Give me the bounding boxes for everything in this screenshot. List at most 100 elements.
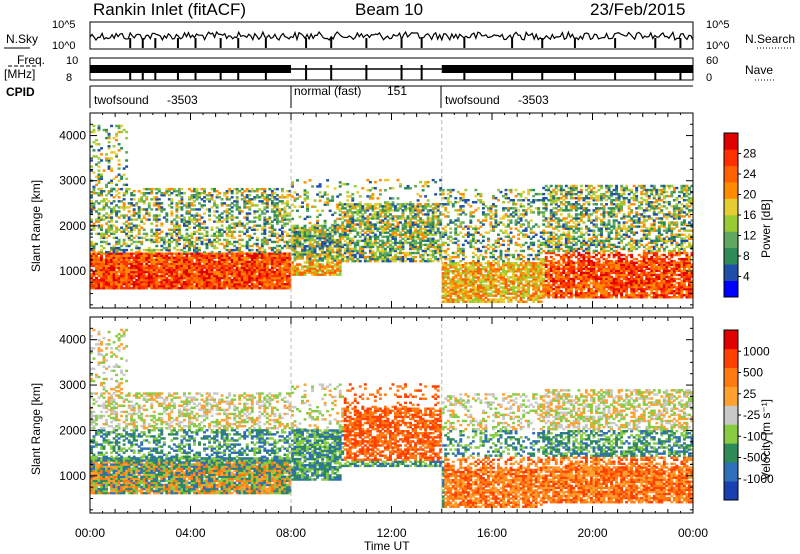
data-cell [155,208,159,211]
data-cell [306,265,309,268]
data-cell [296,240,299,244]
data-cell [441,272,445,275]
data-cell [115,220,119,223]
data-cell [481,235,485,238]
data-cell [451,261,455,265]
data-cell [175,282,179,286]
data-cell [486,270,490,273]
data-cell [147,187,151,191]
data-cell [205,252,209,255]
data-cell [454,229,458,232]
data-cell [378,225,382,228]
data-cell [489,251,493,255]
data-cell [293,249,297,252]
data-cell [461,290,465,293]
data-cell [100,232,103,236]
data-cell [218,280,222,284]
data-cell [150,230,154,234]
data-cell [469,239,473,243]
data-cell [368,245,372,249]
data-cell [92,252,96,255]
data-cell [316,263,320,266]
data-cell [185,274,189,278]
data-cell [180,260,184,264]
data-cell [270,240,274,244]
data-cell [215,256,219,259]
data-cell [383,217,387,220]
data-cell [386,178,390,182]
freq-tick-bottom: 8 [66,72,72,84]
data-cell [165,287,169,290]
data-cell [376,229,380,232]
data-cell [160,238,164,242]
data-cell [424,239,428,243]
data-cell [100,250,103,254]
data-cell [243,280,247,284]
data-cell [152,204,156,207]
data-cell [326,185,330,188]
data-cell [203,187,206,191]
data-cell [492,213,495,216]
data-cell [265,198,269,201]
data-cell [481,213,485,216]
data-cell [378,253,382,257]
data-cell [122,272,126,276]
data-cell [429,249,433,253]
data-cell [187,216,191,219]
data-cell [90,284,93,288]
data-cell [436,207,440,210]
data-cell [105,260,108,264]
data-cell [243,204,247,207]
data-cell [316,259,320,262]
data-cell [461,235,465,238]
data-cell [348,205,352,208]
data-cell [102,208,106,211]
data-cell [434,211,438,214]
data-cell [363,221,367,224]
data-cell [331,238,335,242]
data-cell [368,213,372,216]
data-cell [275,268,279,272]
data-cell [273,240,277,244]
data-cell [497,292,500,295]
data-cell [439,253,443,257]
data-cell [223,256,227,259]
data-cell [230,226,234,229]
data-cell [461,209,465,212]
data-cell [419,203,423,206]
data-cell [92,140,96,144]
data-cell [386,227,390,230]
data-cell [439,257,443,261]
data-cell [361,239,365,243]
data-cell [275,262,279,266]
data-cell [273,287,277,290]
data-cell [484,284,488,287]
data-cell [474,282,478,285]
data-cell [260,287,264,290]
data-cell [333,219,337,223]
data-cell [451,290,455,293]
data-cell [444,296,448,299]
data-cell [107,272,111,276]
data-cell [127,276,131,280]
data-cell [147,266,151,270]
nsky-line [89,30,694,42]
data-cell [205,258,209,261]
data-cell [238,266,242,270]
data-cell [338,249,342,252]
data-cell [248,278,252,282]
data-cell [376,203,380,206]
data-cell [127,224,131,227]
data-cell [160,252,164,255]
data-cell [97,194,101,197]
data-cell [341,259,345,263]
data-cell [348,255,352,259]
data-cell [504,292,508,295]
data-cell [233,262,237,266]
data-cell [215,270,219,274]
data-cell [411,257,415,261]
data-cell [172,287,176,290]
data-cell [474,294,478,297]
data-cell [155,254,159,257]
data-cell [494,284,498,287]
